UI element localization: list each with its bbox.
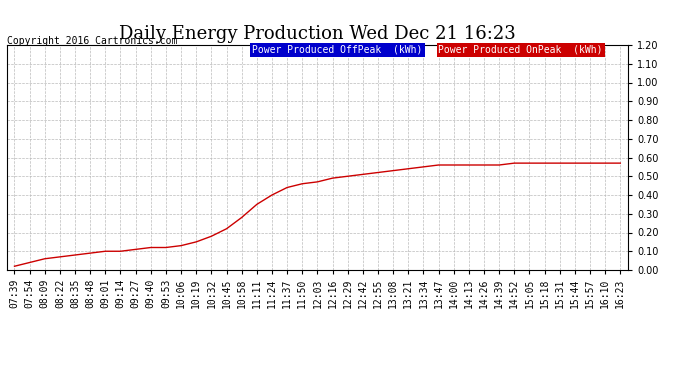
Text: Power Produced OffPeak  (kWh): Power Produced OffPeak (kWh) (253, 45, 422, 55)
Text: Copyright 2016 Cartronics.com: Copyright 2016 Cartronics.com (7, 36, 177, 46)
Title: Daily Energy Production Wed Dec 21 16:23: Daily Energy Production Wed Dec 21 16:23 (119, 26, 515, 44)
Text: Power Produced OnPeak  (kWh): Power Produced OnPeak (kWh) (439, 45, 603, 55)
